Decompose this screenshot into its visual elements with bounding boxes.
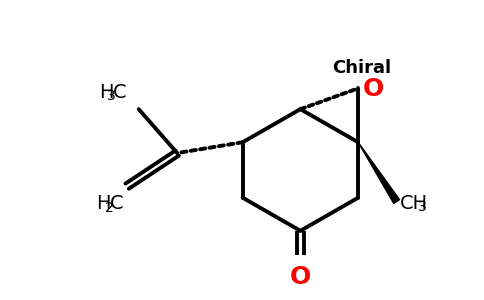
- Text: 3: 3: [418, 200, 427, 214]
- Text: Chiral: Chiral: [333, 59, 392, 77]
- Text: O: O: [363, 77, 384, 101]
- Text: C: C: [110, 194, 124, 213]
- Text: O: O: [290, 265, 311, 289]
- Text: H: H: [99, 83, 113, 102]
- Polygon shape: [358, 142, 400, 203]
- Text: 2: 2: [105, 201, 114, 215]
- Text: C: C: [112, 83, 126, 102]
- Text: CH: CH: [400, 194, 428, 213]
- Text: H: H: [96, 194, 111, 213]
- Text: 3: 3: [107, 89, 116, 103]
